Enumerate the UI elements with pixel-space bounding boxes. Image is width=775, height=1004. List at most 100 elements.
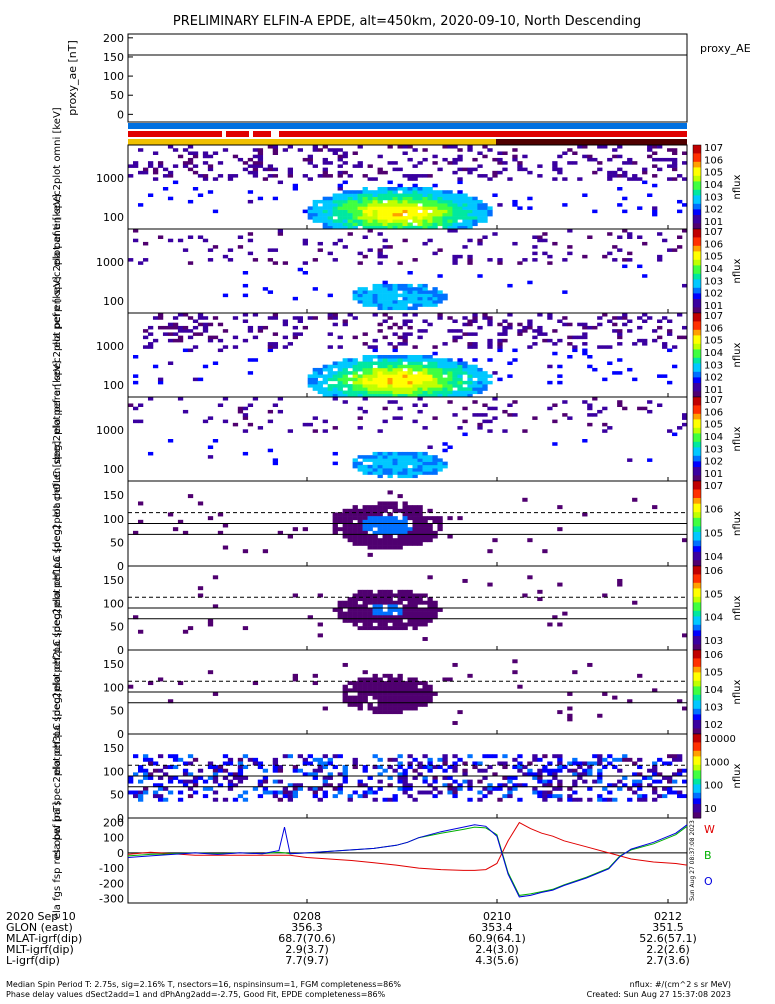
pa-pixel: [527, 575, 533, 580]
spectrogram-pixel: [377, 212, 383, 217]
spectrogram-pixel: [407, 222, 413, 227]
colorbar-tick: 105: [704, 668, 723, 679]
spectrogram-pixel: [497, 261, 503, 265]
spectrogram-pixel: [467, 238, 473, 243]
pa-pixel: [442, 776, 448, 780]
spectrogram-pixel: [352, 380, 358, 385]
spectrogram-pixel: [162, 167, 169, 172]
pa-pixel: [392, 615, 398, 620]
pa-pixel: [392, 538, 398, 543]
pa-pixel: [652, 779, 658, 784]
colorbar-segment: [693, 549, 701, 553]
spectrogram-pixel: [432, 290, 438, 294]
spectrogram-pixel: [552, 342, 558, 346]
pa-pixel: [302, 757, 308, 762]
spectrogram-pixel: [412, 461, 418, 466]
spectrogram-pixel: [337, 170, 343, 175]
pa-pixel: [427, 768, 433, 773]
colorbar-segment: [693, 271, 701, 275]
spectrogram-pixel: [427, 471, 433, 475]
spectrogram-pixel: [372, 387, 378, 391]
colorbar-segment: [693, 430, 701, 434]
spectrogram-pixel: [357, 206, 363, 210]
pa-pixel: [352, 688, 358, 693]
pa-pixel: [417, 692, 423, 696]
spectrogram-pixel: [452, 393, 458, 398]
pa-ytick: 0: [117, 728, 124, 741]
spectrogram-pixel: [402, 364, 408, 369]
pa-pixel: [362, 538, 368, 543]
spectrogram-pixel: [422, 212, 428, 217]
spectrogram-pixel: [387, 471, 393, 475]
spectrogram-pixel: [167, 338, 174, 343]
spectrogram-pixel: [442, 212, 448, 217]
spectrogram-pixel: [387, 187, 393, 191]
xaxis-row-value: 68.7(70.6): [278, 932, 336, 945]
pa-pixel: [397, 597, 403, 602]
pa-pixel: [382, 618, 388, 623]
pa-pixel: [617, 768, 623, 773]
spectrogram-pixel: [332, 258, 338, 262]
pa-pixel: [357, 779, 363, 784]
pa-pixel: [407, 534, 413, 539]
pa-pixel: [367, 527, 373, 532]
spectrogram-pixel: [347, 387, 353, 391]
colorbar-segment: [693, 641, 701, 645]
spectrogram-pixel: [672, 157, 678, 162]
pa-pixel: [377, 786, 383, 791]
pa-ytick: 0: [117, 812, 124, 825]
spectrogram-pixel: [352, 206, 358, 210]
spectrogram-pixel: [292, 335, 298, 340]
pa-pixel: [372, 604, 378, 609]
spectrogram-pixel: [607, 426, 613, 430]
pa-pixel: [572, 797, 578, 802]
pa-pixel: [477, 779, 483, 784]
pa-pixel: [262, 768, 269, 773]
spectrogram-pixel: [387, 296, 393, 301]
spectrogram-pixel: [392, 355, 398, 359]
spectrogram-pixel: [337, 345, 343, 349]
spectrogram-pixel: [282, 261, 289, 265]
colorbar-tick: 106: [704, 505, 723, 516]
spectrogram-pixel: [382, 296, 388, 301]
pa-pixel: [332, 794, 338, 799]
pa-pixel: [342, 604, 348, 609]
spectrogram-pixel: [377, 154, 383, 159]
spectrogram-pixel: [412, 300, 418, 304]
spectrogram-pixel: [352, 225, 358, 230]
spectrogram-pixel: [357, 216, 363, 220]
colorbar-segment: [693, 276, 701, 280]
spectrogram-pixel: [352, 358, 358, 362]
spectrogram-pixel: [417, 380, 423, 385]
spectrogram-pixel: [527, 280, 533, 285]
spectrogram-pixel: [657, 374, 663, 378]
pa-pixel: [542, 790, 548, 795]
spectrogram-pixel: [312, 148, 318, 152]
pa-pixel: [292, 677, 298, 682]
colorbar-tick: 103: [704, 192, 723, 203]
spectrogram-pixel: [647, 400, 653, 404]
pa-pixel: [377, 706, 383, 711]
spectrogram-pixel: [402, 216, 408, 220]
spectrogram-pixel: [592, 325, 598, 330]
pa-pixel: [357, 541, 363, 546]
spectrogram-pixel: [382, 335, 388, 340]
colorbar-segment: [693, 664, 701, 668]
spectrogram-pixel: [387, 377, 393, 382]
pa-pixel: [392, 692, 398, 696]
spectrogram-pixel: [342, 377, 348, 382]
colorbar-segment: [693, 638, 701, 643]
spectrogram-pixel: [212, 335, 219, 340]
pa-ytick: 50: [110, 536, 124, 549]
pa-pixel: [187, 754, 194, 759]
colorbar-segment: [693, 360, 701, 364]
pa-pixel: [332, 754, 338, 759]
colorbar-segment: [693, 321, 701, 325]
colorbar-tick: 101: [704, 469, 723, 480]
pa-pixel: [402, 776, 408, 780]
pa-pixel: [602, 757, 608, 762]
colorbar-segment: [693, 678, 701, 682]
pa-pixel: [402, 772, 408, 777]
spectrogram-pixel: [392, 290, 398, 294]
pa-pixel: [437, 516, 443, 521]
